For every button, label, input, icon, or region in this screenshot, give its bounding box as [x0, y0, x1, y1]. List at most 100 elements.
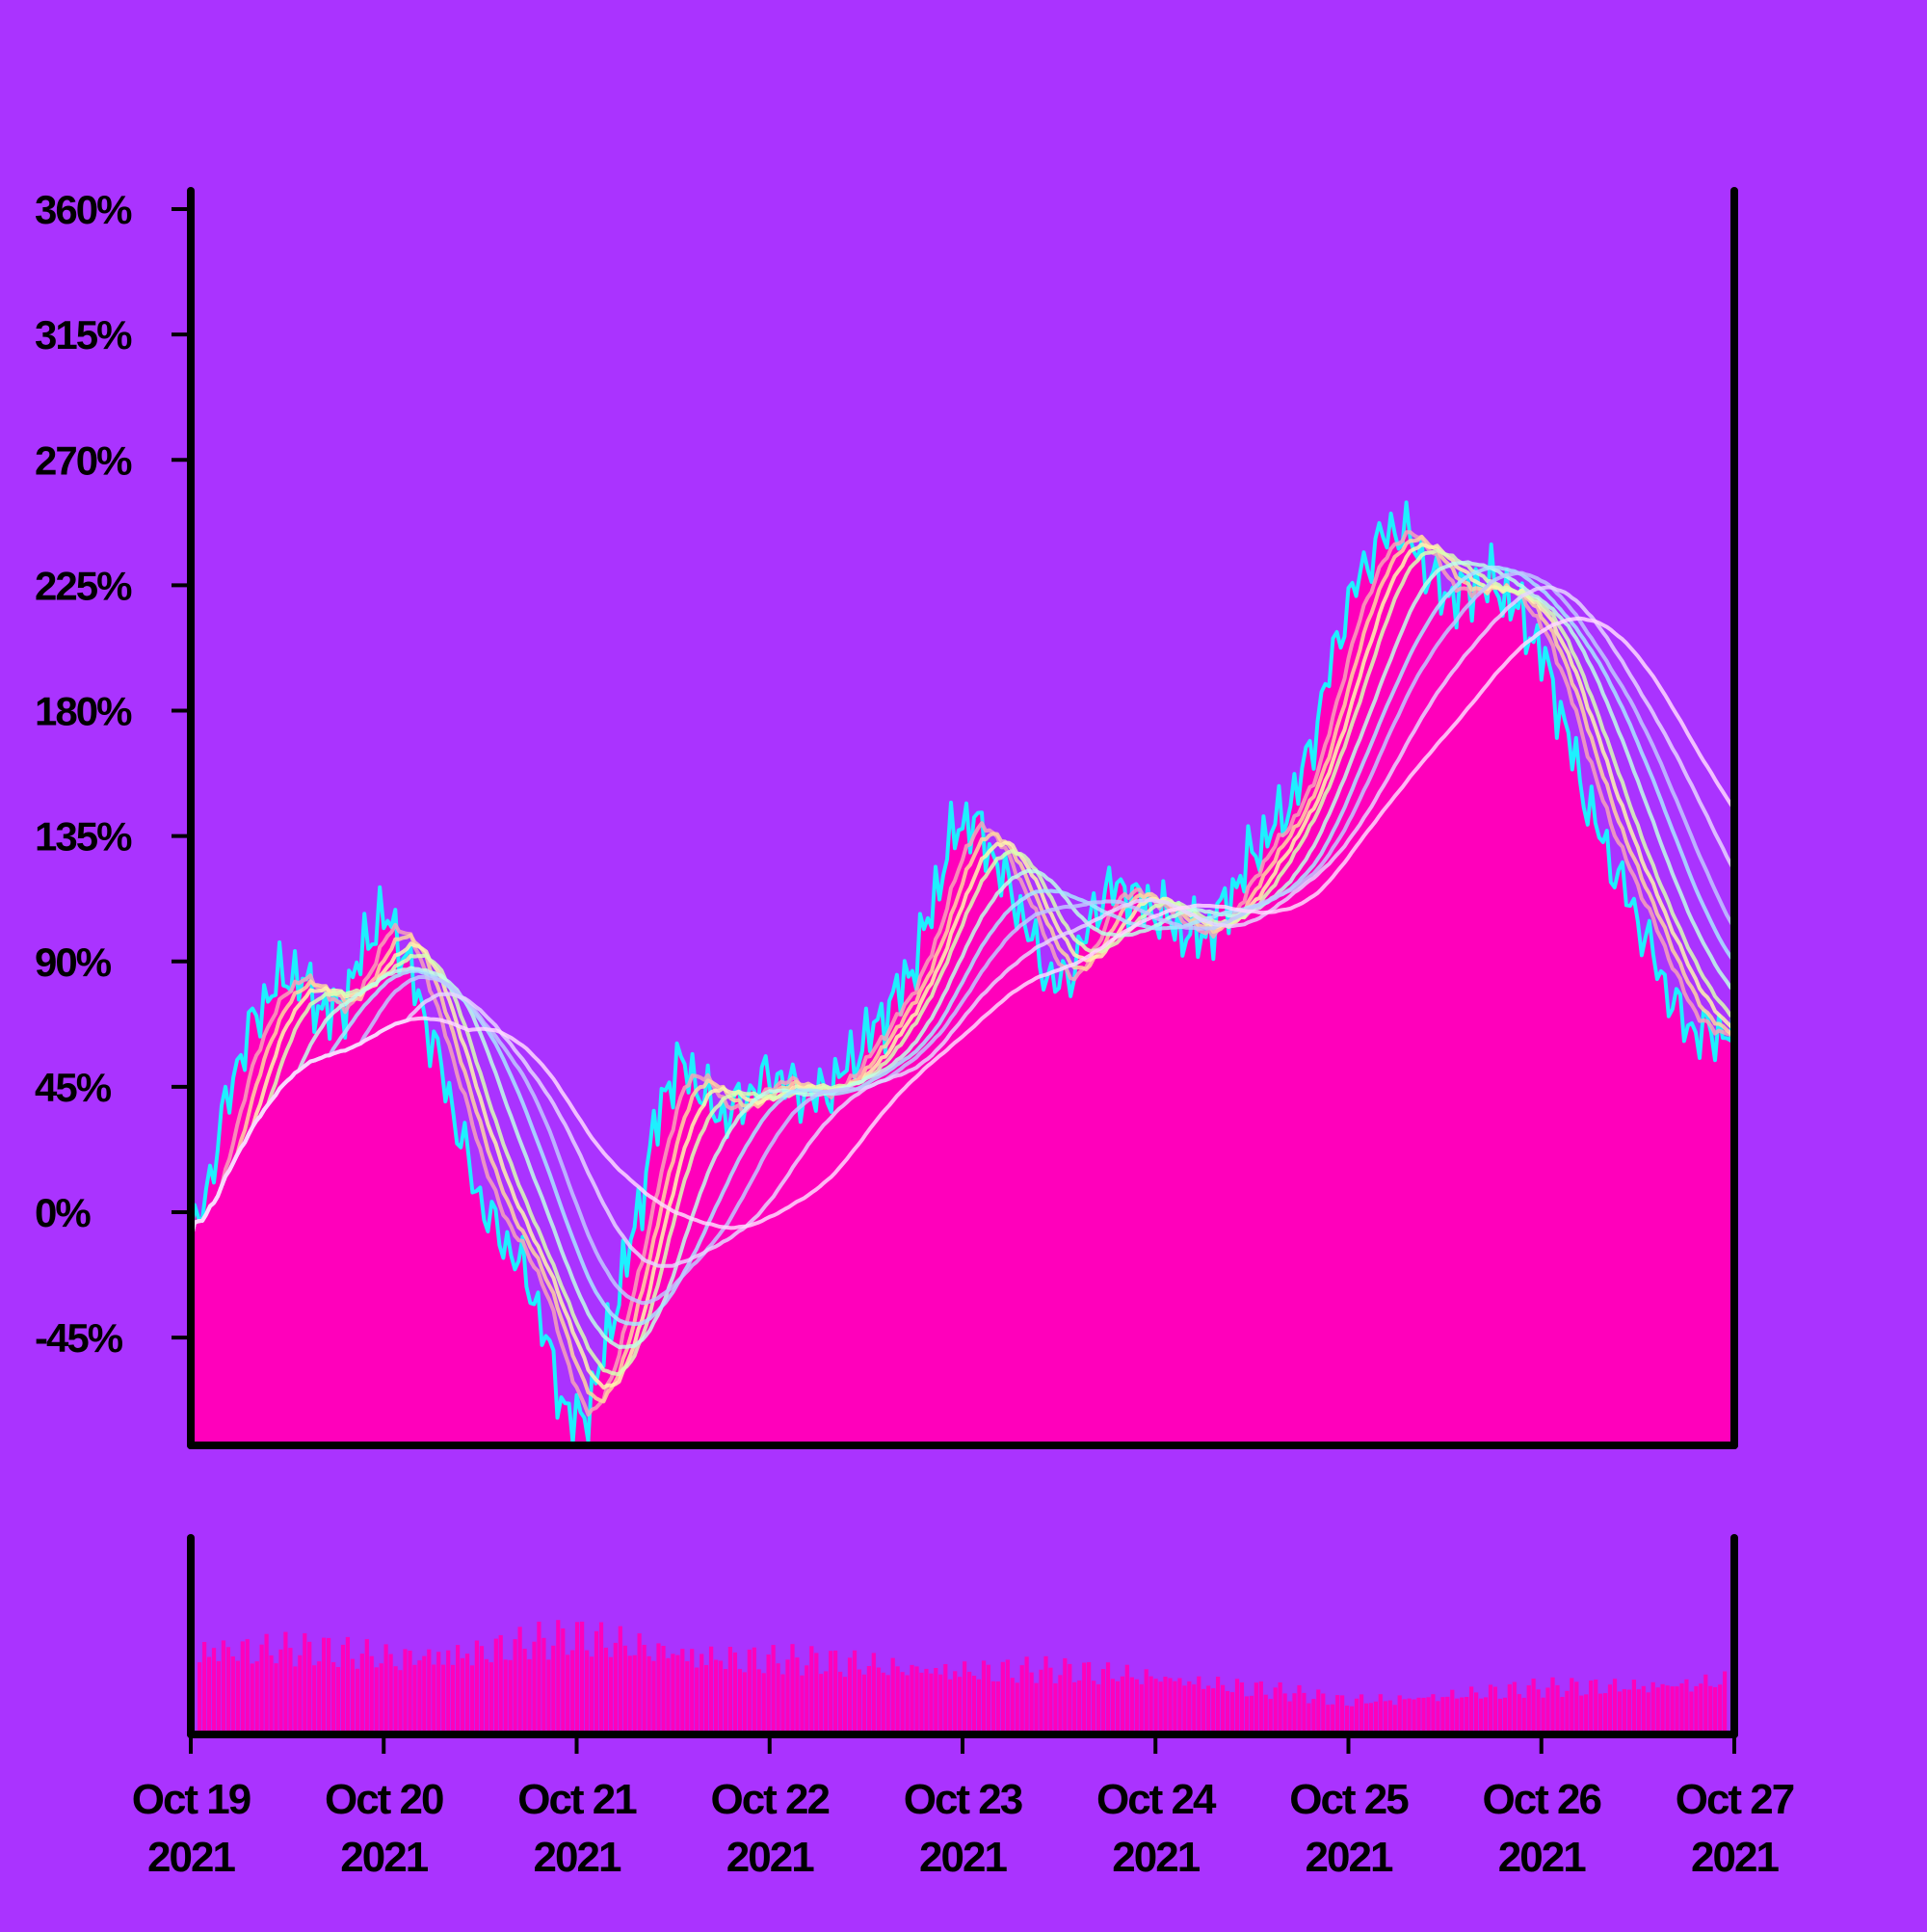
- volume-bar: [278, 1649, 283, 1734]
- volume-bar: [503, 1659, 508, 1734]
- x-tick-label-date: Oct 19: [132, 1776, 251, 1823]
- volume-bar: [570, 1650, 575, 1734]
- volume-bar: [1412, 1699, 1416, 1734]
- volume-bar: [958, 1677, 963, 1734]
- y-tick-label: 90%: [35, 940, 112, 985]
- y-tick-label: 360%: [35, 187, 132, 232]
- x-tick-label-year: 2021: [726, 1834, 814, 1881]
- volume-bar: [852, 1650, 858, 1734]
- volume-bar: [383, 1644, 388, 1734]
- volume-bar: [1636, 1689, 1641, 1734]
- volume-bar: [379, 1663, 383, 1734]
- volume-bar: [551, 1645, 556, 1734]
- volume-bar: [216, 1661, 222, 1734]
- volume-bar: [340, 1644, 346, 1734]
- volume-bar: [1244, 1696, 1250, 1734]
- volume-bar: [211, 1648, 217, 1734]
- volume-bar: [1053, 1682, 1058, 1734]
- volume-bar: [546, 1659, 551, 1734]
- volume-bar: [1192, 1684, 1197, 1734]
- volume-bar: [833, 1650, 838, 1734]
- volume-bar: [622, 1645, 627, 1734]
- x-tick-label-date: Oct 24: [1096, 1776, 1217, 1823]
- volume-bar: [752, 1647, 756, 1734]
- volume-bar: [938, 1674, 943, 1734]
- volume-bar: [1713, 1686, 1718, 1734]
- y-tick-label: -45%: [35, 1315, 123, 1361]
- volume-bar: [690, 1649, 695, 1734]
- y-tick-label: 315%: [35, 312, 132, 357]
- volume-bar: [498, 1635, 503, 1734]
- volume-bar: [432, 1664, 436, 1734]
- volume-bar: [264, 1633, 269, 1734]
- volume-bar: [1521, 1697, 1526, 1734]
- y-tick-label: 0%: [35, 1190, 91, 1235]
- volume-bar: [1292, 1693, 1297, 1734]
- volume-bar: [474, 1640, 480, 1734]
- volume-bar: [1087, 1662, 1092, 1734]
- volume-bar: [747, 1649, 752, 1734]
- volume-bar: [824, 1671, 829, 1734]
- volume-bar: [842, 1677, 848, 1734]
- volume-bar: [680, 1649, 685, 1734]
- volume-bar: [1148, 1676, 1153, 1734]
- volume-bar: [1431, 1694, 1436, 1734]
- moving-average-line-2: [189, 535, 1736, 1404]
- volume-bar: [1197, 1676, 1201, 1734]
- volume-bar: [1450, 1689, 1455, 1734]
- volume-bar: [441, 1664, 446, 1734]
- volume-bar: [1598, 1693, 1603, 1734]
- series-lines-group: [189, 500, 1736, 1445]
- volume-bar: [990, 1681, 996, 1734]
- volume-bar: [527, 1658, 532, 1734]
- volume-bar: [919, 1672, 924, 1734]
- x-tick-label-year: 2021: [1691, 1834, 1779, 1881]
- volume-bar: [1699, 1683, 1703, 1734]
- volume-bar: [202, 1642, 207, 1734]
- volume-bar: [632, 1654, 637, 1734]
- volume-bar: [513, 1639, 517, 1734]
- volume-bar: [948, 1679, 953, 1734]
- volume-bar: [1331, 1704, 1335, 1734]
- volume-bar: [1249, 1695, 1254, 1734]
- volume-bar: [1675, 1686, 1679, 1734]
- volume-bar: [317, 1661, 322, 1734]
- volume-bar: [1445, 1696, 1450, 1734]
- volume-bar: [355, 1668, 360, 1734]
- volume-bar: [666, 1657, 671, 1734]
- volume-bar: [881, 1672, 885, 1734]
- volume-bar: [742, 1672, 747, 1734]
- volume-bar: [1268, 1699, 1273, 1734]
- volume-bar: [1225, 1690, 1230, 1734]
- volume-bar: [1168, 1678, 1173, 1734]
- volume-bar: [890, 1657, 895, 1734]
- volume-bar: [1397, 1695, 1402, 1734]
- volume-bar: [331, 1662, 336, 1734]
- volume-bar: [436, 1652, 441, 1734]
- volume-bar: [1387, 1700, 1392, 1734]
- volume-bar: [1607, 1684, 1613, 1734]
- x-tick-label-year: 2021: [534, 1834, 621, 1881]
- volume-bar: [885, 1675, 890, 1734]
- volume-bar: [460, 1657, 465, 1734]
- x-tick-label-date: Oct 23: [904, 1776, 1022, 1823]
- volume-bar: [603, 1647, 609, 1734]
- volume-bar: [464, 1654, 470, 1734]
- volume-bar: [642, 1645, 647, 1734]
- y-tick-label: 180%: [35, 689, 132, 734]
- volume-bar: [1100, 1669, 1106, 1734]
- volume-bar: [1345, 1706, 1350, 1734]
- volume-bar: [254, 1661, 259, 1734]
- volume-bar: [727, 1647, 733, 1734]
- volume-bar: [1077, 1680, 1082, 1734]
- volume-bar: [986, 1664, 991, 1734]
- volume-bar: [288, 1648, 293, 1734]
- volume-bar: [1497, 1698, 1503, 1734]
- volume-bar: [1201, 1688, 1206, 1734]
- volume-bar: [1436, 1701, 1440, 1734]
- volume-bar: [1560, 1697, 1565, 1734]
- volume-bar: [1158, 1681, 1163, 1734]
- volume-bar: [1182, 1685, 1187, 1734]
- volume-bar: [1311, 1699, 1316, 1734]
- volume-bar: [1335, 1695, 1340, 1734]
